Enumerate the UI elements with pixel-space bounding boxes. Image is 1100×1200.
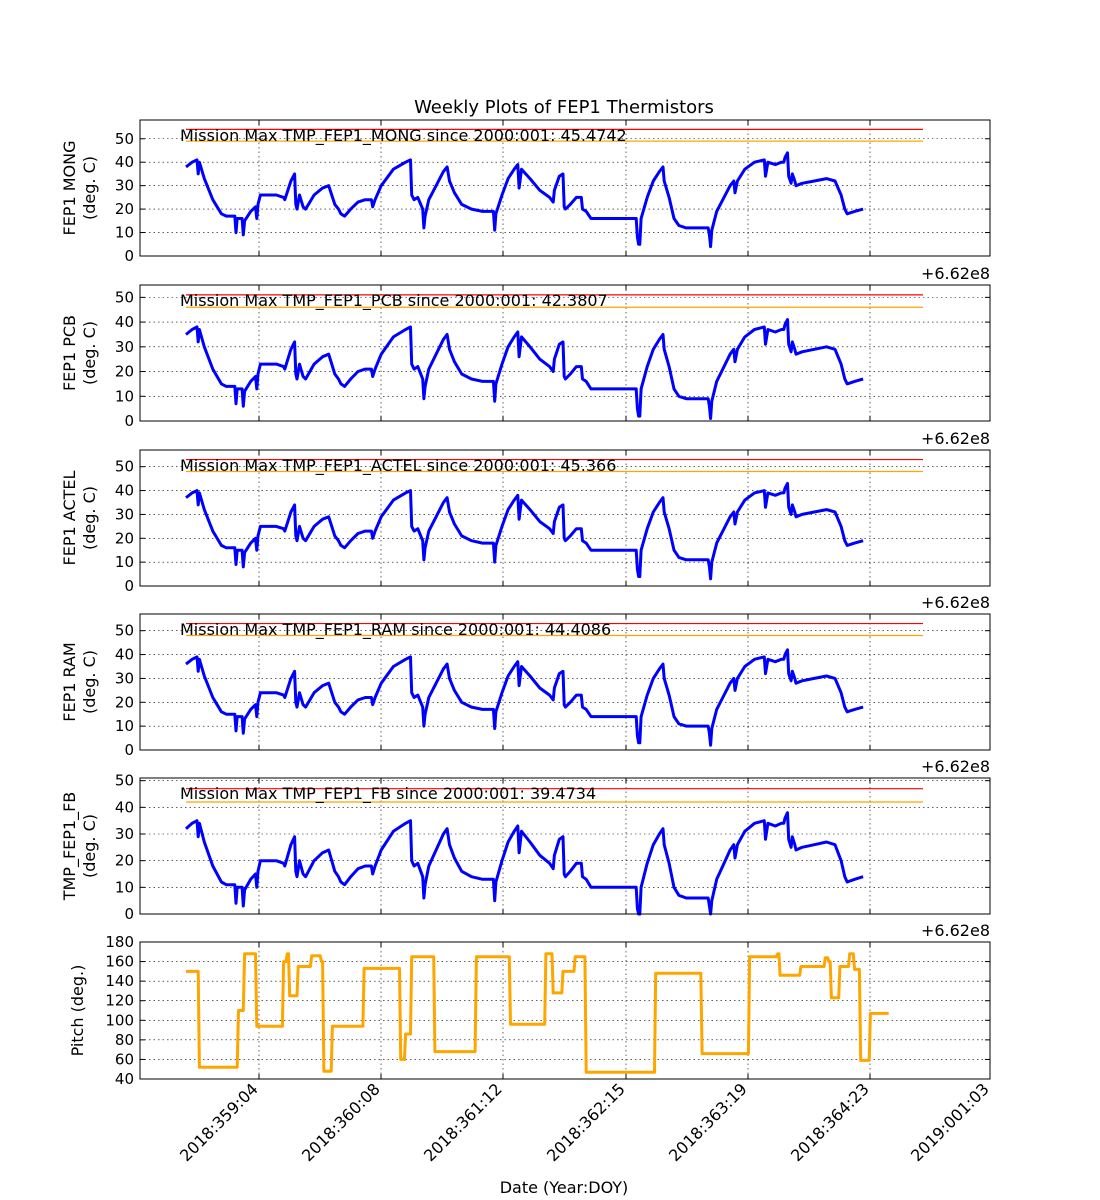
y-axis-label: FEP1 ACTEL <box>60 470 79 565</box>
y-tick-label: 30 <box>115 338 134 356</box>
y-tick-label: 50 <box>115 622 134 640</box>
y-axis-label: (deg. C) <box>80 486 99 550</box>
offset-label: +6.62e8 <box>921 264 990 283</box>
y-tick-label: 20 <box>115 852 134 870</box>
series-actel <box>185 481 864 581</box>
offset-label: +6.62e8 <box>921 593 990 612</box>
y-tick-label: 50 <box>115 130 134 148</box>
panel-1: 0 10 20 30 40 50 Mission Max TMP_FEP1_MONG sin… <box>60 119 991 265</box>
series-pcb <box>185 318 864 420</box>
y-axis-label: TMP_FEP1_FB <box>60 792 80 902</box>
y-tick-label: 120 <box>105 992 134 1010</box>
y-tick-label: 0 <box>124 247 134 265</box>
y-axis-label: FEP1 PCB <box>60 315 79 391</box>
y-axis-label: FEP1 MONG <box>60 141 79 236</box>
y-tick-label: 10 <box>115 387 134 405</box>
y-tick-label: 40 <box>115 798 134 816</box>
y-tick-label: 20 <box>115 693 134 711</box>
x-axis-label: Date (Year:DOY) <box>500 1178 629 1197</box>
y-tick-label: 40 <box>115 482 134 500</box>
panels: 0 10 20 30 40 50 Mission Max TMP_FEP1_MONG sin… <box>60 119 991 1088</box>
y-tick-label: 160 <box>105 953 134 971</box>
y-tick-label: 50 <box>115 458 134 476</box>
offset-label: +6.62e8 <box>921 921 990 940</box>
mission-max-annotation: Mission Max TMP_FEP1_ACTEL since 2000:00… <box>180 456 616 476</box>
y-tick-label: 50 <box>115 772 134 790</box>
y-axis-label: (deg. C) <box>80 814 99 878</box>
y-tick-label: 0 <box>124 412 134 430</box>
y-tick-label: 40 <box>115 646 134 664</box>
panel-5: 0 10 20 30 40 50 Mission Max TMP_FEP1_FB since… <box>60 757 991 923</box>
y-tick-label: 60 <box>115 1050 134 1068</box>
y-tick-label: 20 <box>115 363 134 381</box>
axes-frame <box>139 119 991 257</box>
series-fb <box>185 811 864 916</box>
mission-max-annotation: Mission Max TMP_FEP1_PCB since 2000:001:… <box>180 291 608 311</box>
y-axis-label: Pitch (deg.) <box>68 965 87 1057</box>
series-mong <box>185 151 864 249</box>
offset-label: +6.62e8 <box>921 757 990 776</box>
y-tick-label: 40 <box>115 153 134 171</box>
x-tick-label: 2018:363:19 <box>665 1079 751 1165</box>
x-tick-label: 2018:359:04 <box>176 1079 262 1165</box>
y-tick-label: 0 <box>124 577 134 595</box>
x-tick-label: 2018:361:12 <box>420 1079 506 1165</box>
y-tick-label: 100 <box>105 1011 134 1029</box>
y-axis-label: (deg. C) <box>80 650 99 714</box>
y-tick-label: 10 <box>115 553 134 571</box>
y-tick-label: 180 <box>105 933 134 951</box>
series-ram <box>185 648 864 747</box>
panel-3: 0 10 20 30 40 50 Mission Max TMP_FEP1_ACTEL si… <box>60 429 991 595</box>
y-tick-label: 40 <box>115 1070 134 1088</box>
y-tick-label: 0 <box>124 741 134 759</box>
axes-frame <box>139 613 991 751</box>
x-tick-label: 2018:362:15 <box>543 1079 629 1165</box>
y-tick-label: 30 <box>115 505 134 523</box>
y-tick-label: 30 <box>115 669 134 687</box>
x-tick-label: 2018:364:23 <box>787 1079 873 1165</box>
x-axis: 2018:359:04 2018:360:08 2018:361:12 2018:36… <box>176 1079 993 1165</box>
y-tick-label: 0 <box>124 905 134 923</box>
y-axis-label: (deg. C) <box>80 321 99 385</box>
x-tick-label: 2019:001:03 <box>907 1079 993 1165</box>
y-tick-label: 30 <box>115 825 134 843</box>
axes-frame <box>139 941 991 1080</box>
y-axis-label: FEP1 RAM <box>60 642 79 721</box>
offset-label: +6.62e8 <box>921 429 990 448</box>
y-tick-label: 30 <box>115 177 134 195</box>
mission-max-annotation: Mission Max TMP_FEP1_FB since 2000:001: … <box>180 784 596 804</box>
y-tick-label: 40 <box>115 313 134 331</box>
y-tick-label: 10 <box>115 878 134 896</box>
y-tick-label: 10 <box>115 224 134 242</box>
y-tick-label: 80 <box>115 1031 134 1049</box>
y-tick-label: 50 <box>115 288 134 306</box>
axes-frame <box>139 777 991 915</box>
mission-max-annotation: Mission Max TMP_FEP1_MONG since 2000:001… <box>180 126 627 146</box>
x-tick-label: 2018:360:08 <box>298 1079 384 1165</box>
y-tick-label: 10 <box>115 717 134 735</box>
y-tick-label: 20 <box>115 529 134 547</box>
y-axis-label: (deg. C) <box>80 156 99 220</box>
panel-2: 0 10 20 30 40 50 Mission Max TMP_FEP1_PCB sinc… <box>60 264 991 430</box>
y-tick-label: 20 <box>115 200 134 218</box>
mission-max-annotation: Mission Max TMP_FEP1_RAM since 2000:001:… <box>180 620 611 640</box>
axes-frame <box>139 284 991 422</box>
axes-frame <box>139 449 991 587</box>
panel-4: 0 10 20 30 40 50 Mission Max TMP_FEP1_RAM sinc… <box>60 593 991 759</box>
series-pitch <box>186 952 889 1074</box>
figure-title: Weekly Plots of FEP1 Thermistors <box>414 97 714 118</box>
y-tick-label: 140 <box>105 972 134 990</box>
